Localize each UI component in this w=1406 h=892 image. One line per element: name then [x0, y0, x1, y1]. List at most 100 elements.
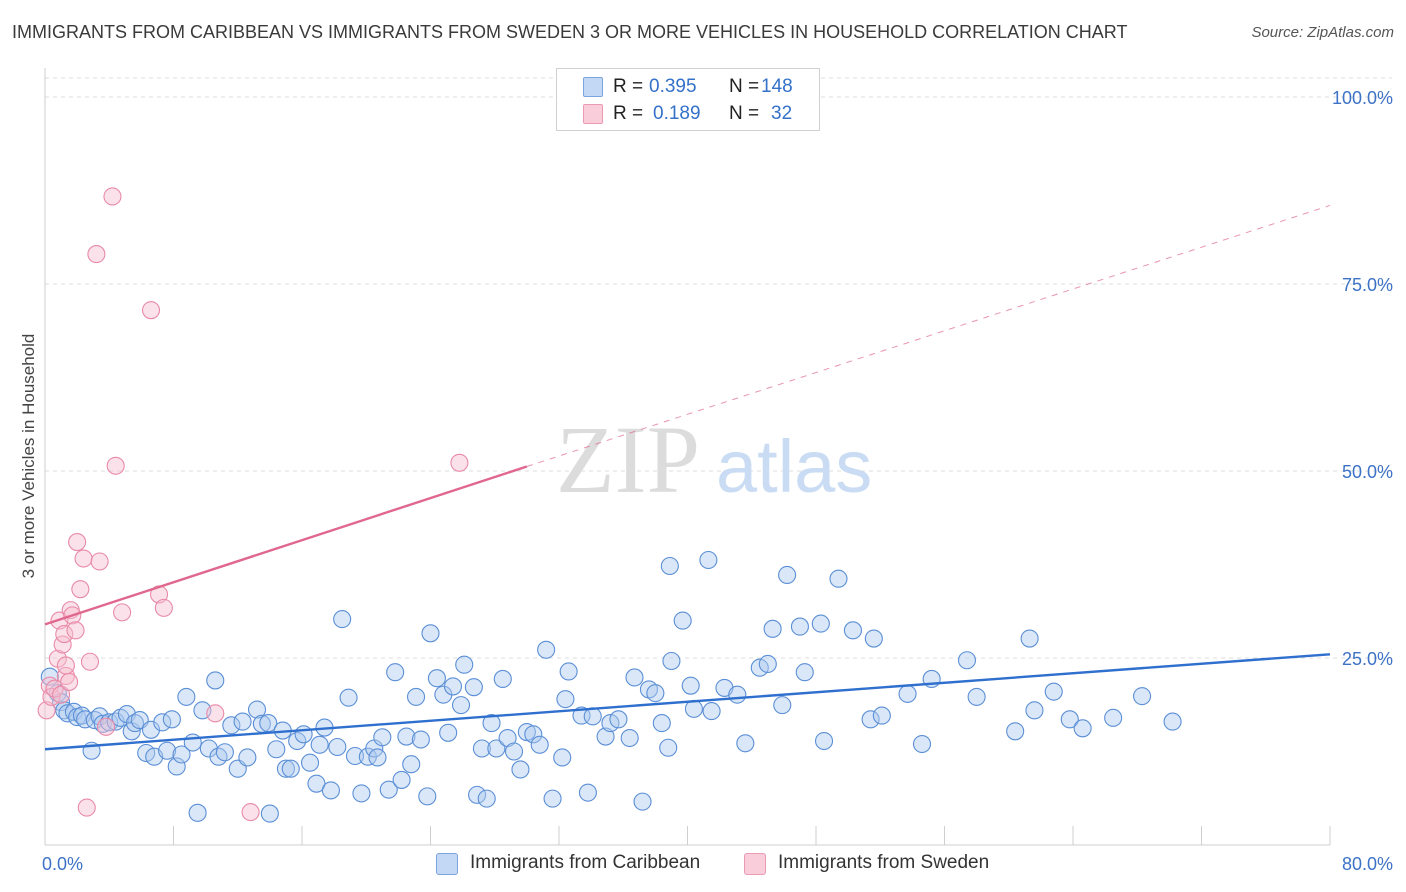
- trend-line-sweden: [44, 465, 528, 626]
- caribbean-point: [758, 654, 777, 674]
- caribbean-point: [811, 614, 830, 633]
- y-tick-label: 75.0%: [1342, 275, 1393, 295]
- caribbean-point: [352, 784, 371, 803]
- chart-title: IMMIGRANTS FROM CARIBBEAN VS IMMIGRANTS …: [12, 22, 1128, 42]
- caribbean-point: [406, 687, 426, 706]
- caribbean-point: [482, 714, 501, 733]
- caribbean-point: [957, 651, 977, 670]
- sweden-point: [106, 456, 125, 475]
- caribbean-point: [167, 757, 186, 776]
- watermark: ZIP atlas: [556, 406, 872, 513]
- grid-lines: [45, 77, 1392, 659]
- caribbean-point: [646, 684, 665, 703]
- caribbean-point: [455, 655, 474, 674]
- caribbean-point: [58, 704, 77, 723]
- caribbean-point: [660, 556, 679, 576]
- x-tick-label: 0.0%: [42, 854, 83, 874]
- sweden-point: [96, 717, 116, 736]
- caribbean-point: [728, 685, 747, 704]
- caribbean-point: [443, 677, 463, 696]
- axes: [44, 68, 1331, 846]
- watermark-atlas: atlas: [716, 425, 872, 508]
- sweden-point: [56, 656, 75, 675]
- watermark-zip: ZIP: [556, 406, 700, 513]
- caribbean-point: [451, 696, 471, 715]
- sweden-point: [74, 549, 93, 568]
- caribbean-point: [699, 550, 718, 570]
- legend-swatch-sweden: [583, 104, 603, 124]
- caribbean-point: [427, 669, 446, 688]
- caribbean-point: [386, 663, 405, 682]
- bottom-legend-swatch-sweden: [744, 853, 766, 875]
- caribbean-point: [662, 651, 681, 671]
- caribbean-point: [633, 792, 652, 811]
- caribbean-point: [468, 785, 487, 804]
- sweden-point: [71, 580, 90, 599]
- caribbean-point: [1006, 722, 1025, 741]
- caribbean-point: [339, 688, 358, 707]
- caribbean-point: [1020, 629, 1039, 648]
- caribbean-point: [872, 706, 891, 725]
- caribbean-point: [183, 733, 202, 752]
- legend-n-caribbean: 148: [761, 76, 793, 97]
- caribbean-point: [260, 804, 279, 823]
- sweden-point: [206, 704, 225, 723]
- caribbean-point: [1163, 712, 1182, 731]
- caribbean-point: [247, 700, 267, 719]
- caribbean-point: [1044, 682, 1063, 701]
- caribbean-point: [439, 723, 458, 742]
- caribbean-point: [543, 789, 562, 808]
- caribbean-point: [300, 753, 320, 772]
- sweden-point: [113, 603, 132, 622]
- caribbean-point: [281, 759, 300, 778]
- legend-r-label: R =: [613, 76, 644, 97]
- caribbean-point: [379, 780, 398, 799]
- caribbean-point: [397, 727, 416, 746]
- sweden-point: [37, 701, 56, 720]
- legend-r-sweden: 0.189: [653, 103, 701, 124]
- caribbean-point: [294, 725, 313, 744]
- caribbean-point: [188, 803, 207, 822]
- caribbean-point: [141, 720, 161, 739]
- y-tick-label: 25.0%: [1342, 649, 1393, 669]
- bottom-legend-label-caribbean: Immigrants from Caribbean: [470, 852, 701, 873]
- sweden-point: [241, 803, 260, 822]
- legend-n-label: N =: [729, 103, 760, 124]
- sweden-point: [77, 798, 96, 817]
- sweden-point: [80, 652, 100, 671]
- caribbean-point: [310, 735, 329, 754]
- source-label: Source: ZipAtlas.com: [1251, 24, 1394, 41]
- caribbean-point: [537, 640, 556, 659]
- sweden-point: [60, 672, 79, 691]
- caribbean-point: [418, 787, 437, 806]
- caribbean-point: [373, 728, 392, 747]
- sweden-point: [450, 453, 469, 472]
- tick-labels: 25.0% 50.0% 75.0% 100.0% 0.0% 80.0%: [42, 88, 1393, 874]
- caribbean-point: [596, 727, 615, 746]
- caribbean-point: [553, 748, 572, 767]
- legend-n-sweden: 32: [771, 103, 793, 124]
- legend-n-label: N =: [729, 76, 760, 97]
- caribbean-point: [472, 739, 491, 758]
- caribbean-point: [177, 687, 196, 706]
- bottom-legend-label-sweden: Immigrants from Sweden: [778, 852, 990, 873]
- sweden-point: [55, 625, 74, 644]
- legend-swatch-caribbean: [583, 77, 603, 97]
- caribbean-point: [464, 678, 483, 697]
- caribbean-point: [1133, 687, 1152, 706]
- caribbean-point: [625, 668, 644, 687]
- caribbean-point: [578, 783, 597, 802]
- caribbean-point: [967, 687, 986, 706]
- y-tick-label: 50.0%: [1342, 462, 1393, 482]
- caribbean-point: [673, 611, 692, 630]
- caribbean-point: [530, 735, 549, 754]
- sweden-point: [87, 245, 106, 264]
- caribbean-point: [843, 621, 862, 640]
- caribbean-point: [206, 671, 225, 690]
- sweden-point: [154, 598, 173, 617]
- caribbean-point: [411, 730, 430, 749]
- caribbean-point: [267, 740, 286, 759]
- caribbean-point: [790, 617, 809, 636]
- caribbean-point: [829, 569, 848, 588]
